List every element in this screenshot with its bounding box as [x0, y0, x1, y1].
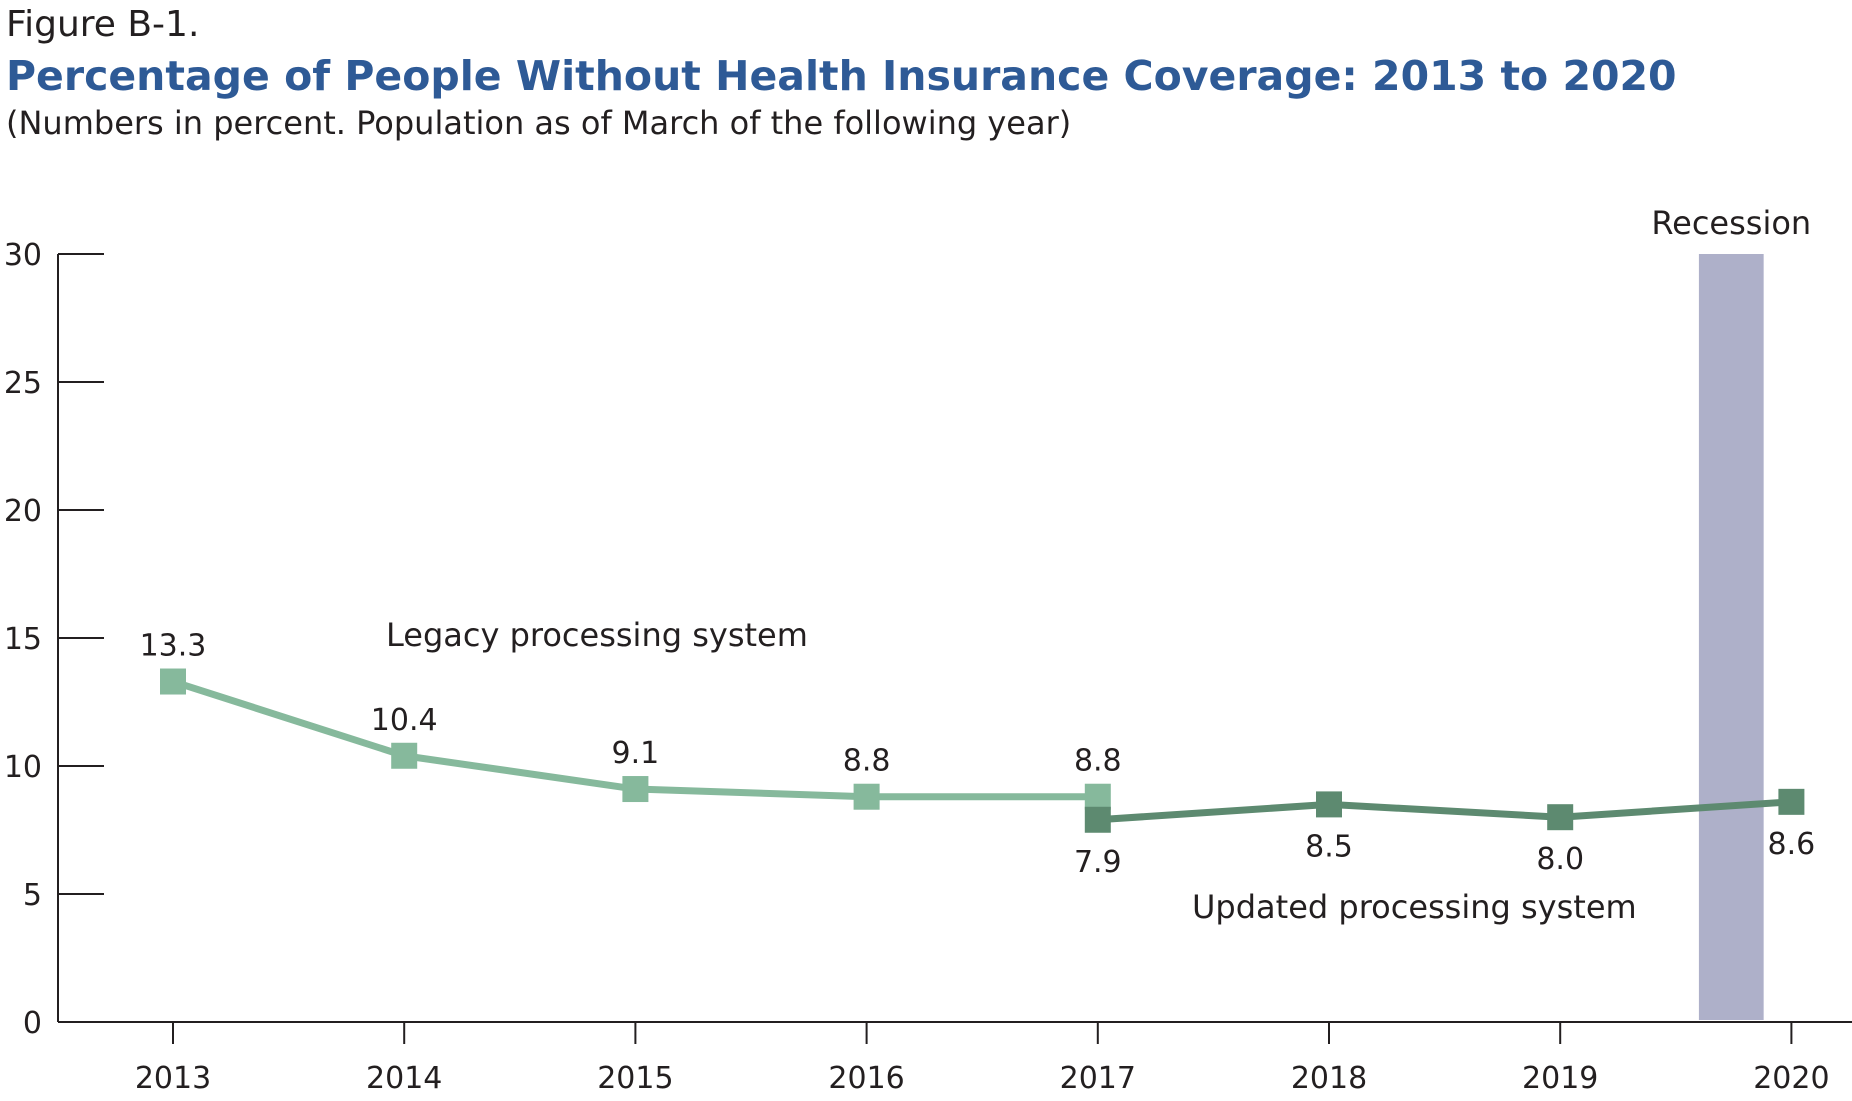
x-tick-label-2018: 2018: [1291, 1061, 1367, 1096]
y-tick-label-0: 0: [23, 1006, 42, 1041]
series-1-point-2014: [391, 742, 418, 769]
x-tick-label-2020: 2020: [1753, 1061, 1829, 1096]
y-tick-label-30: 30: [4, 238, 42, 273]
x-tick-label-2013: 2013: [135, 1061, 211, 1096]
series-1-point-2015: [622, 776, 649, 803]
series-1-point-2016: [853, 783, 880, 810]
recession-band: [1698, 254, 1764, 1020]
series-1-data-label-2013: 13.3: [140, 629, 207, 664]
series-1-data-label-2014: 10.4: [371, 703, 438, 738]
series-2-name-label: Updated processing system: [1192, 888, 1637, 926]
series-2-data-label-2020: 8.6: [1768, 827, 1816, 862]
series-1-data-label-2016: 8.8: [843, 744, 891, 779]
chart-subtitle: (Numbers in percent. Population as of Ma…: [6, 104, 1072, 142]
series-2-data-label-2018: 8.5: [1305, 829, 1353, 864]
y-tick-label-20: 20: [4, 494, 42, 529]
x-tick-label-2019: 2019: [1522, 1061, 1598, 1096]
series-2-point-2020: [1778, 788, 1805, 815]
x-tick-label-2016: 2016: [828, 1061, 904, 1096]
x-tick-label-2017: 2017: [1060, 1061, 1136, 1096]
series-2-point-2019: [1547, 804, 1574, 831]
y-tick-label-15: 15: [4, 622, 42, 657]
series-1-data-label-2017: 8.8: [1074, 744, 1122, 779]
y-tick-label-5: 5: [23, 878, 42, 913]
chart-title: Percentage of People Without Health Insu…: [6, 52, 1677, 100]
series-2-point-2017: [1084, 806, 1111, 833]
recession-label: Recession: [1651, 204, 1811, 242]
series-1-name-label: Legacy processing system: [386, 616, 808, 654]
series-1-data-label-2015: 9.1: [612, 736, 660, 771]
series-2-data-label-2017: 7.9: [1074, 845, 1122, 880]
x-tick-label-2015: 2015: [597, 1061, 673, 1096]
series-2-point-2018: [1316, 791, 1342, 818]
y-tick-label-25: 25: [4, 366, 42, 401]
series-2-line: [1097, 798, 1792, 824]
series-2-data-label-2019: 8.0: [1536, 842, 1584, 877]
figure-label: Figure B-1.: [6, 4, 200, 45]
series-1-point-2017: [1084, 783, 1111, 810]
y-tick-label-10: 10: [4, 750, 42, 785]
x-tick-label-2014: 2014: [366, 1061, 442, 1096]
series-1-point-2013: [160, 668, 186, 695]
